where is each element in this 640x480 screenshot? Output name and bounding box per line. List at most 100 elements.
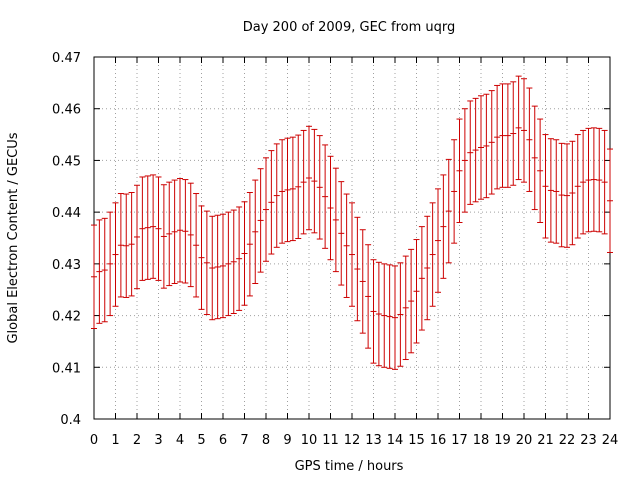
x-tick-label: 5 (197, 433, 205, 448)
data-series-gec (91, 75, 613, 370)
error-bar-point (332, 167, 339, 273)
error-bar-point (91, 224, 97, 329)
error-bar-point (467, 100, 474, 205)
error-bar-point (187, 182, 194, 288)
error-bar-point (402, 255, 409, 361)
x-tick-label: 4 (176, 433, 184, 448)
error-bar-point (569, 140, 576, 246)
x-tick-label: 17 (451, 433, 468, 448)
error-bar-point (397, 262, 404, 367)
error-bar-point (209, 215, 216, 321)
error-bar-point (478, 95, 484, 200)
y-tick-label: 0.46 (52, 103, 81, 118)
error-bar-point (322, 144, 329, 249)
error-bar-point (424, 215, 431, 321)
error-bar-point (279, 139, 286, 244)
error-bar-point (160, 184, 167, 289)
x-tick-label: 12 (344, 433, 361, 448)
error-bar-point (375, 261, 382, 367)
error-bar-point (300, 129, 307, 235)
error-bar-point (510, 81, 517, 186)
error-bar-point (306, 125, 312, 231)
error-bar-point (338, 181, 345, 286)
error-bar-point (295, 134, 302, 240)
error-bar-point (198, 205, 205, 310)
x-tick-label: 0 (90, 433, 98, 448)
error-bar-point (547, 138, 554, 243)
error-bar-point (177, 178, 183, 283)
error-bar-point (526, 87, 533, 192)
x-tick-label: 14 (387, 433, 404, 448)
error-bar-point (521, 78, 527, 183)
error-bar-point (284, 137, 291, 243)
error-bar-point (580, 129, 587, 235)
error-bar-point (311, 128, 318, 234)
error-bar-point (134, 184, 140, 290)
error-bar-point (327, 155, 334, 261)
x-tick-label: 20 (516, 433, 533, 448)
x-tick-label: 2 (133, 433, 141, 448)
error-bar-point (144, 175, 151, 280)
error-bar-point (182, 179, 189, 284)
error-bar-point (220, 213, 226, 319)
error-bar-point (117, 193, 124, 298)
error-bar-point (365, 244, 372, 349)
error-bar-point (263, 157, 269, 262)
error-bar-point (273, 143, 280, 248)
error-bar-point (440, 174, 447, 279)
error-bar-point (343, 193, 350, 298)
error-bar-point (214, 214, 221, 320)
error-bar-point (171, 179, 178, 285)
x-tick-label: 13 (365, 433, 382, 448)
x-tick-label: 1 (111, 433, 119, 448)
error-bar-point (166, 181, 173, 287)
error-bar-point (488, 90, 495, 195)
error-bar-point (483, 93, 490, 199)
error-bar-point (445, 158, 452, 264)
error-bar-point (553, 139, 560, 244)
error-bar-point (96, 219, 103, 324)
chart-title: Day 200 of 2009, GEC from uqrg (243, 20, 456, 35)
error-bar-point (349, 202, 355, 307)
y-tick-label: 0.45 (52, 154, 81, 169)
x-tick-label: 8 (262, 433, 270, 448)
error-bar-point (392, 265, 398, 370)
error-bar-point (429, 202, 436, 307)
x-tick-label: 15 (408, 433, 425, 448)
error-bar-point (494, 84, 501, 190)
error-bar-point (236, 206, 243, 311)
error-bar-point (531, 105, 538, 211)
error-bar-point (107, 211, 114, 317)
error-bar-point (289, 136, 296, 242)
error-bar-point (537, 118, 544, 223)
x-tick-label: 11 (322, 433, 339, 448)
y-tick-label: 0.42 (52, 310, 81, 325)
y-tick-label: 0.4 (60, 413, 81, 428)
error-bar-point (112, 202, 119, 307)
y-axis-label: Global Electron Content / GECUs (6, 132, 21, 343)
error-bar-point (155, 176, 162, 281)
error-bar-point (123, 193, 130, 298)
error-bar-point (590, 127, 597, 232)
error-bar-point (246, 191, 253, 297)
error-bar-point (456, 118, 463, 223)
error-bar-point (150, 174, 157, 279)
error-bar-point (193, 193, 200, 298)
error-bar-point (257, 168, 264, 273)
x-tick-label: 24 (602, 433, 619, 448)
error-bar-point (230, 209, 237, 315)
error-bar-point (461, 108, 468, 213)
error-bar-point (504, 83, 511, 188)
x-tick-label: 23 (580, 433, 597, 448)
error-bar-point (472, 97, 479, 203)
error-bar-point (585, 127, 592, 233)
y-tick-label: 0.47 (52, 51, 81, 66)
error-bar-point (354, 216, 361, 322)
error-bar-point (558, 142, 565, 248)
x-tick-label: 7 (240, 433, 248, 448)
error-bar-point (435, 188, 441, 293)
x-tick-label: 3 (154, 433, 162, 448)
error-bar-point (316, 135, 323, 240)
error-bar-point (381, 263, 388, 368)
